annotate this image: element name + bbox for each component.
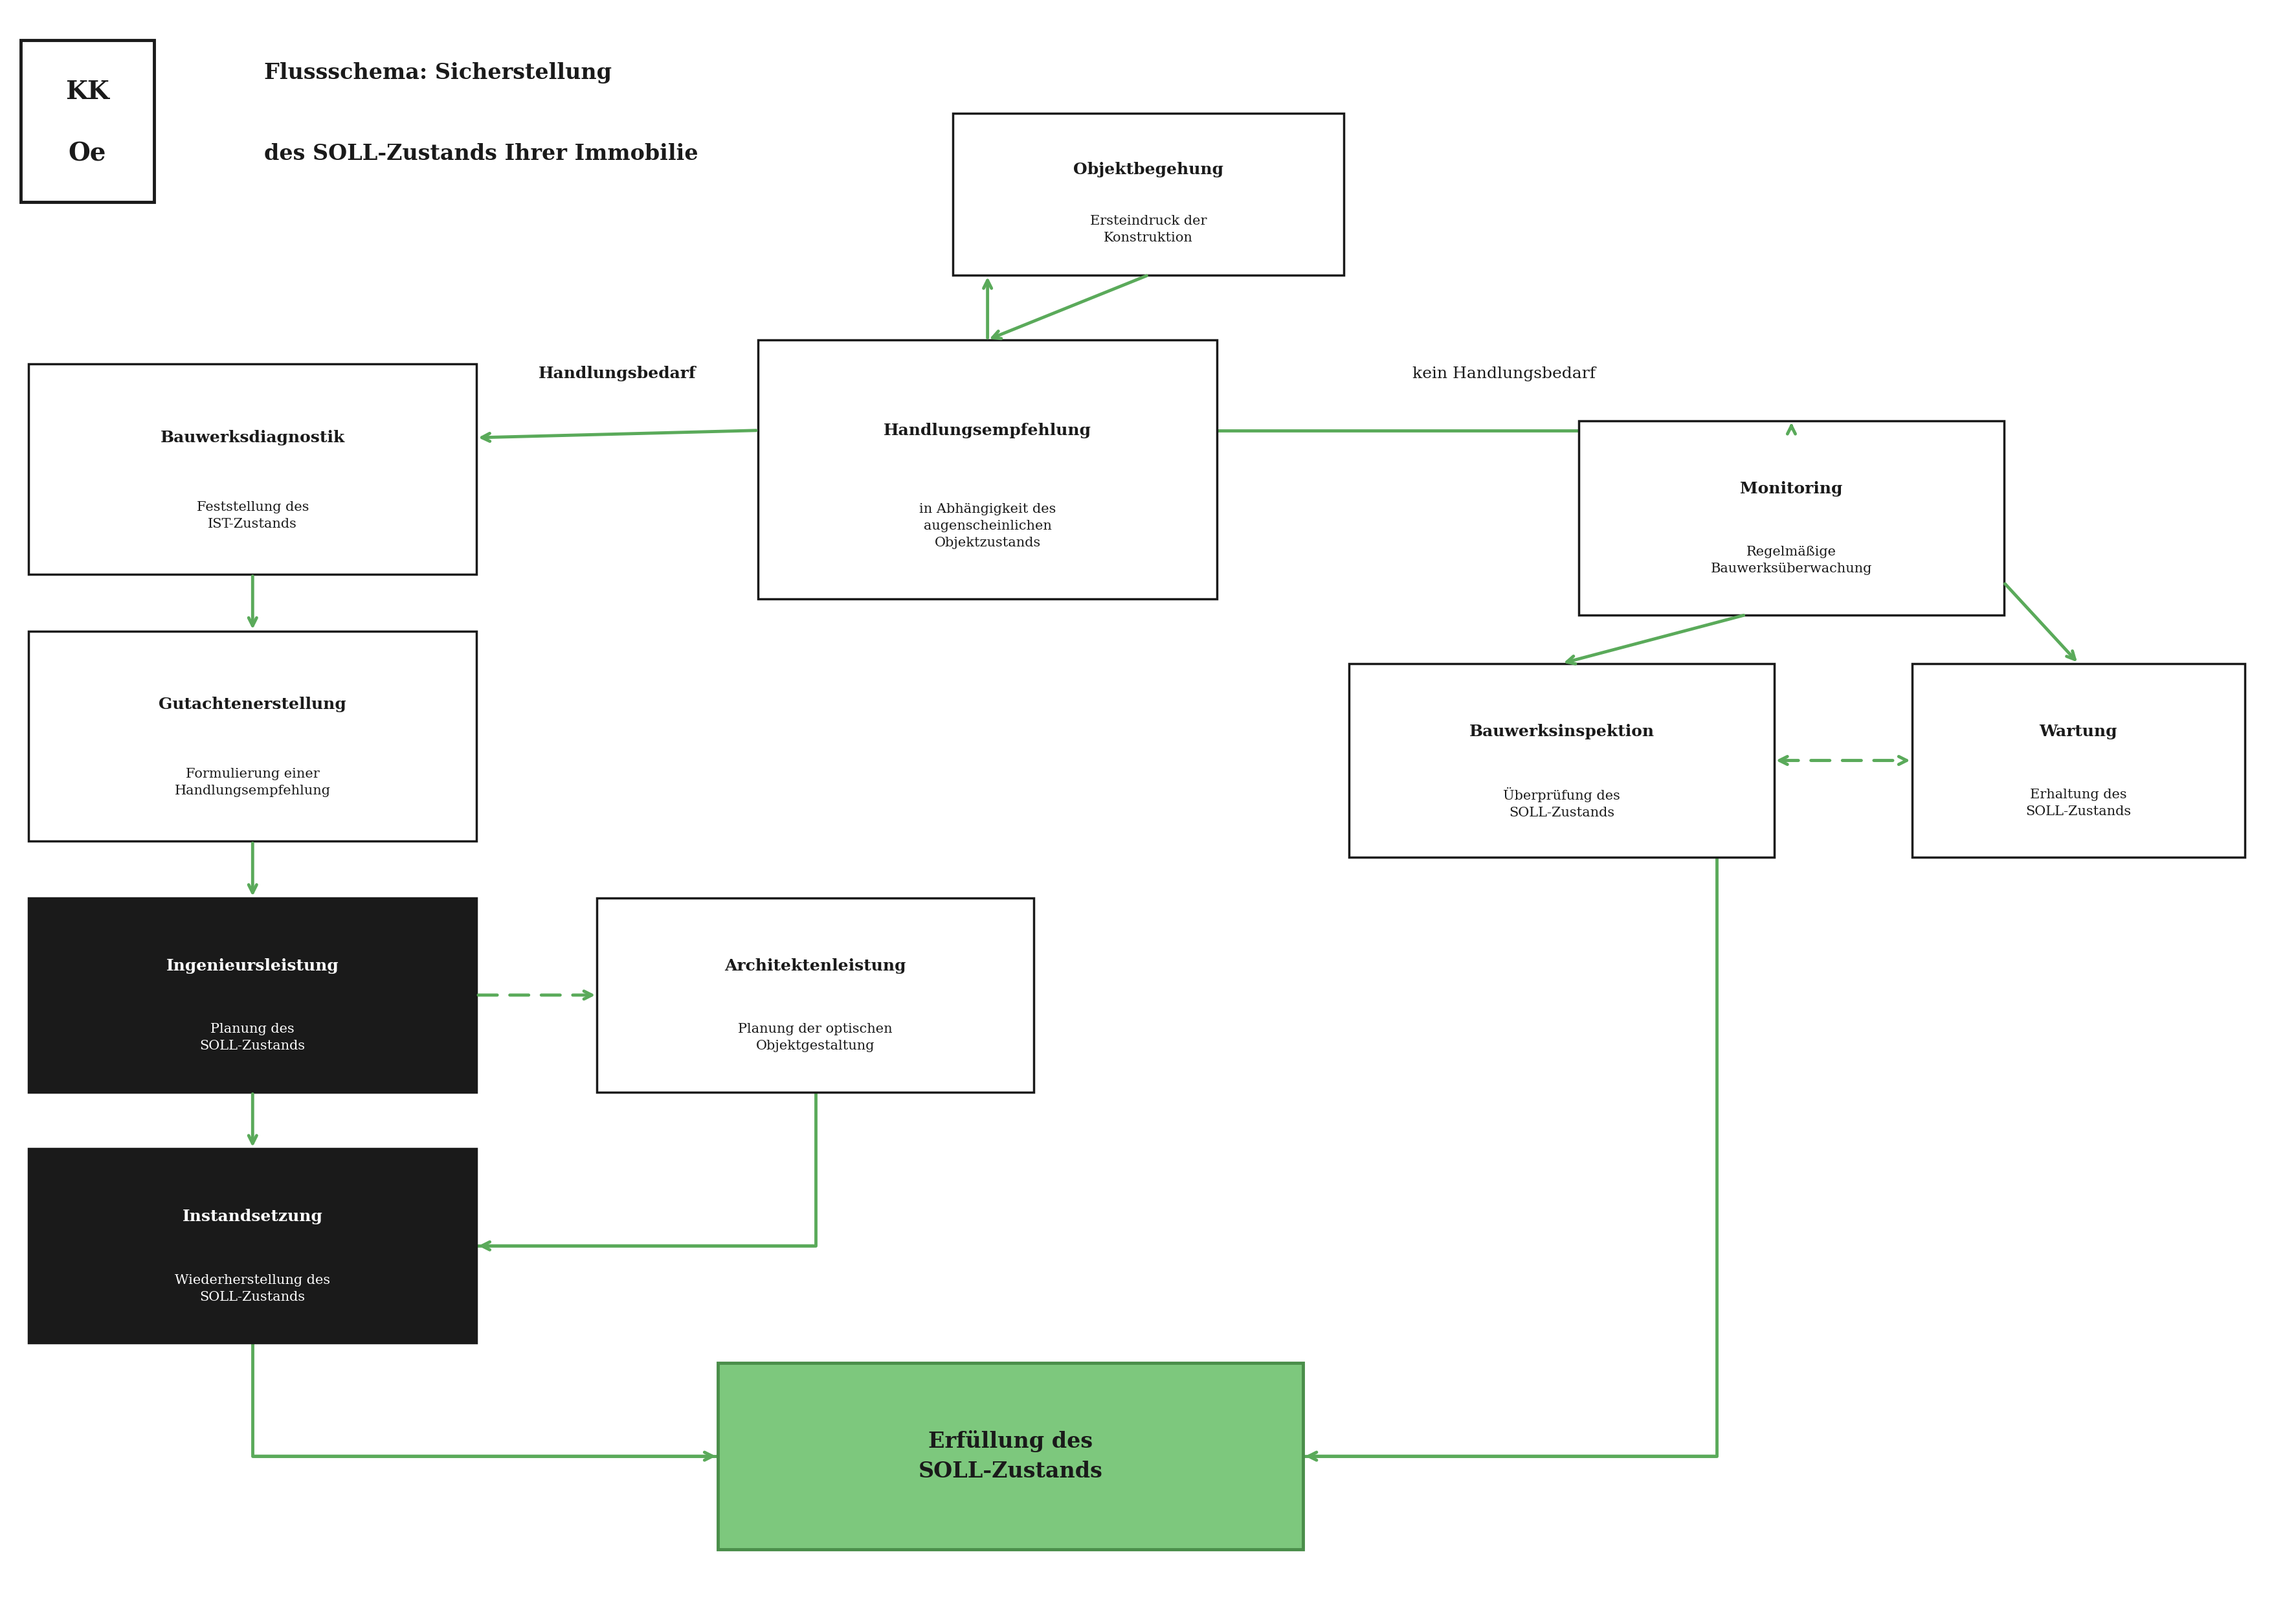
Text: Instandsetzung: Instandsetzung [181,1209,324,1225]
Text: Erhaltung des
SOLL-Zustands: Erhaltung des SOLL-Zustands [2025,788,2131,817]
Text: Architektenleistung: Architektenleistung [723,958,907,974]
Text: Handlungsempfehlung: Handlungsempfehlung [884,422,1091,438]
FancyBboxPatch shape [28,1149,478,1343]
Text: Objektbegehung: Objektbegehung [1072,162,1224,178]
FancyBboxPatch shape [597,898,1033,1092]
Text: Wiederherstellung des
SOLL-Zustands: Wiederherstellung des SOLL-Zustands [174,1273,331,1302]
Text: Formulierung einer
Handlungsempfehlung: Formulierung einer Handlungsempfehlung [174,769,331,798]
Text: in Abhängigkeit des
augenscheinlichen
Objektzustands: in Abhängigkeit des augenscheinlichen Ob… [918,503,1056,549]
Text: Ingenieursleistung: Ingenieursleistung [165,958,340,974]
FancyBboxPatch shape [758,340,1217,599]
FancyBboxPatch shape [1910,663,2243,858]
FancyBboxPatch shape [28,631,478,841]
FancyBboxPatch shape [953,113,1343,275]
Text: des SOLL-Zustands Ihrer Immobilie: des SOLL-Zustands Ihrer Immobilie [264,142,698,165]
Text: Gutachtenerstellung: Gutachtenerstellung [158,697,347,712]
Text: Handlungsbedarf: Handlungsbedarf [537,366,696,382]
Text: Flussschema: Sicherstellung: Flussschema: Sicherstellung [264,61,611,84]
FancyBboxPatch shape [28,364,478,574]
Text: Erfüllung des
SOLL-Zustands: Erfüllung des SOLL-Zustands [918,1430,1102,1482]
Text: kein Handlungsbedarf: kein Handlungsbedarf [1412,366,1596,382]
FancyBboxPatch shape [28,898,478,1092]
FancyBboxPatch shape [716,1362,1304,1550]
Text: Monitoring: Monitoring [1740,481,1841,497]
Text: Ersteindruck der
Konstruktion: Ersteindruck der Konstruktion [1091,215,1205,244]
FancyBboxPatch shape [21,40,154,202]
Text: Bauwerksinspektion: Bauwerksinspektion [1469,723,1653,739]
Text: Oe: Oe [69,141,106,167]
FancyBboxPatch shape [1348,663,1773,858]
Text: Planung der optischen
Objektgestaltung: Planung der optischen Objektgestaltung [737,1023,893,1052]
Text: KK: KK [64,79,110,105]
Text: Regelmäßige
Bauwerksüberwachung: Regelmäßige Bauwerksüberwachung [1711,545,1871,574]
Text: Planung des
SOLL-Zustands: Planung des SOLL-Zustands [200,1023,305,1052]
Text: Überprüfung des
SOLL-Zustands: Überprüfung des SOLL-Zustands [1504,788,1619,819]
FancyBboxPatch shape [1580,421,2002,615]
Text: Wartung: Wartung [2039,723,2117,739]
Text: Feststellung des
IST-Zustands: Feststellung des IST-Zustands [197,502,308,531]
Text: Bauwerksdiagnostik: Bauwerksdiagnostik [161,430,344,445]
